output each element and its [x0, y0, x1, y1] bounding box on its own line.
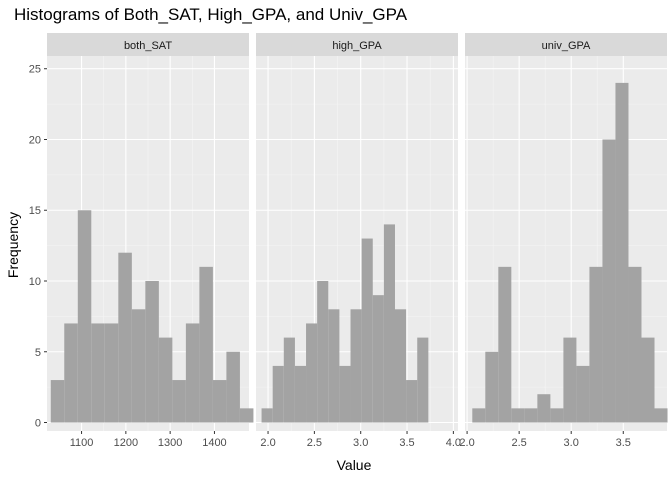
histogram-bar [306, 323, 318, 423]
facet-panels: 0 5 10 15 20 25 both_SAT 1100 1200 1300 1400 high_G… [29, 33, 668, 449]
facet-strip-label: both_SAT [124, 40, 172, 52]
histogram-bar [239, 408, 254, 423]
histogram-bar [383, 224, 395, 423]
histogram-bar [317, 281, 329, 423]
histogram-bar [261, 408, 273, 423]
x-tick-label: 3.0 [353, 437, 368, 449]
histogram-bar [563, 337, 577, 423]
histogram-bar [589, 266, 603, 423]
facet-panel-high_GPA: high_GPA 2.0 2.5 3.0 3.5 4.0 [256, 33, 461, 449]
facet-panel-univ_GPA: univ_GPA 2.0 2.5 3.0 3.5 [459, 33, 668, 449]
x-tick-label: 3.5 [399, 437, 414, 449]
x-tick-label: 1200 [114, 437, 138, 449]
histogram-bar [294, 365, 307, 423]
histogram-bar [602, 139, 616, 423]
histogram-bar [272, 365, 284, 423]
histogram-bar [417, 337, 429, 423]
histogram-bar [104, 323, 119, 423]
histogram-bar [641, 337, 655, 423]
histogram-bar [524, 408, 538, 423]
histogram-bar [199, 266, 213, 423]
histogram-bar [350, 309, 362, 423]
histogram-bar [118, 252, 132, 423]
histogram-bar [485, 351, 499, 423]
histogram-bar [283, 337, 295, 423]
histogram-bar [145, 281, 159, 423]
histogram-bar [576, 365, 590, 423]
histogram-bar [615, 82, 629, 423]
y-axis-title: Frequency [5, 212, 21, 278]
y-tick-label: 20 [29, 134, 41, 146]
histogram-bar [339, 365, 351, 423]
histogram-bar [212, 380, 227, 423]
histogram-bar [226, 351, 240, 423]
x-tick-label: 4.0 [446, 437, 461, 449]
x-axis-title: Value [337, 457, 372, 473]
x-tick-label: 2.0 [459, 437, 474, 449]
x-tick-label: 3.0 [564, 437, 579, 449]
y-tick-label: 5 [35, 347, 41, 359]
x-tick-label: 1300 [158, 437, 182, 449]
histogram-bar [131, 309, 146, 423]
histogram-bar [328, 309, 340, 423]
facet-strip [256, 33, 458, 56]
facet-strip-label: high_GPA [332, 40, 382, 52]
x-tick-label: 1100 [70, 437, 94, 449]
histogram-bar [50, 380, 65, 423]
x-tick-label: 2.5 [511, 437, 526, 449]
histogram-bar [498, 266, 512, 423]
histogram-bar [628, 266, 642, 423]
y-tick-label: 10 [29, 276, 41, 288]
histogram-bar [372, 295, 384, 423]
histogram-bar [64, 323, 78, 423]
facet-strip [47, 33, 249, 56]
x-tick-label: 1400 [202, 437, 226, 449]
histogram-bar [172, 380, 186, 423]
histogram-bar [361, 238, 373, 423]
facet-panel-both_SAT: both_SAT 1100 1200 1300 1400 [47, 33, 254, 449]
histogram-bar [77, 210, 92, 423]
chart-title: Histograms of Both_SAT, High_GPA, and Un… [14, 5, 408, 24]
histogram-bar [158, 337, 173, 423]
x-tick-label: 2.0 [260, 437, 275, 449]
y-tick-label: 0 [35, 418, 41, 430]
facet-strip [465, 33, 667, 56]
histogram-bar [91, 323, 105, 423]
histogram-bar [550, 408, 564, 423]
histogram-bar [511, 408, 525, 423]
histogram-bar [472, 408, 486, 423]
y-tick-label: 25 [29, 64, 41, 76]
x-tick-label: 2.5 [307, 437, 322, 449]
histogram-bar [185, 323, 200, 423]
histogram-bar [406, 380, 418, 423]
facet-strip-label: univ_GPA [542, 40, 591, 52]
histogram-bar [394, 309, 407, 423]
y-tick-label: 15 [29, 205, 41, 217]
histogram-bar [537, 394, 551, 423]
histogram-bar [654, 408, 668, 423]
x-tick-label: 3.5 [616, 437, 631, 449]
